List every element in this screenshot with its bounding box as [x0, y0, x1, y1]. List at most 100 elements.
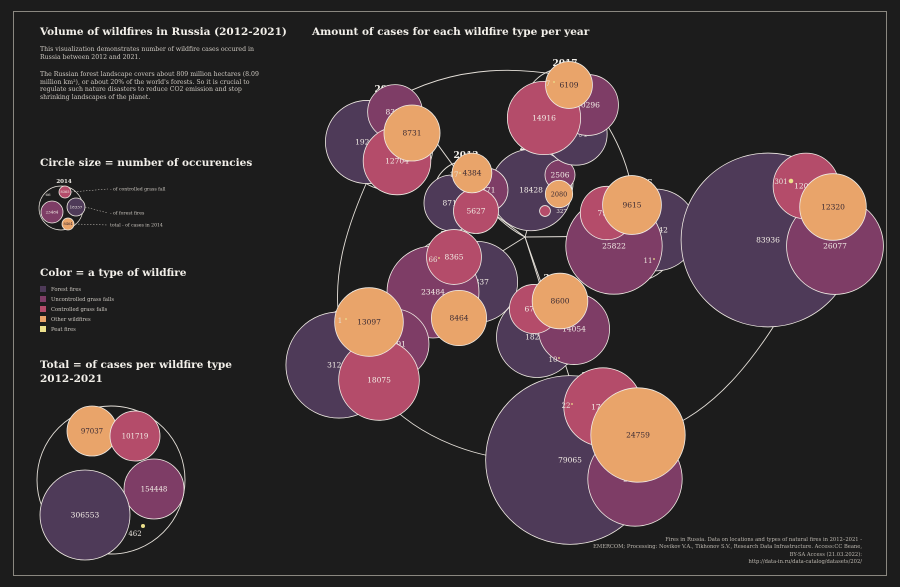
intro-paragraph-1: This visualization demonstrates number o… [40, 46, 254, 61]
legend-callout-line [84, 206, 109, 214]
bubble-other-wildfires [544, 179, 574, 209]
connector-line [337, 174, 371, 311]
legend-bubble-other [61, 217, 75, 231]
year-group-2018: 2018192168323127048731 [325, 84, 441, 196]
legend-peat-label: 66 [45, 192, 51, 197]
legend-swatch [40, 306, 46, 312]
legend-item-controlled: Controlled grass falls [40, 306, 107, 313]
peat-value-label: 10 [549, 356, 558, 364]
bubble-peat-fires [558, 357, 560, 359]
color-legend-title: Color = a type of wildfire [40, 267, 187, 279]
total-peat-label: 462 [128, 530, 141, 538]
bubble-controlled-grass-falls-label: 14916 [532, 114, 556, 123]
total-bubble-forest-fires [39, 469, 131, 561]
legend-label: Uncontrolled grass falls [51, 297, 114, 303]
bubble-peat-fires [459, 172, 461, 174]
bubble-controlled-grass-falls-label: 8365 [444, 253, 463, 262]
bubble-other-wildfires [602, 175, 662, 235]
intro-paragraph-2: The Russian forest landscape covers abou… [40, 71, 259, 101]
bubble-peat-fires [438, 257, 440, 259]
peat-value-label: 66 [429, 256, 438, 264]
credits: Fires in Russia. Data on locations and t… [562, 537, 862, 566]
legend-swatch [40, 296, 46, 302]
bubble-peat-fires [788, 178, 794, 184]
bubble-other-wildfires-label: 13097 [357, 318, 381, 327]
year-group-2020: 20207906524759170712475922 [485, 367, 686, 545]
bubble-controlled-grass-falls-label: 12006 [794, 182, 818, 191]
size-legend-title: Circle size = number of occurencies [40, 157, 253, 169]
bubble-other-wildfires-label: 4384 [462, 169, 481, 178]
year-group-2021: 202183936260771200612320301 [680, 152, 884, 328]
frame-border [13, 11, 887, 576]
bubble-forest-fires-label: 83936 [756, 236, 780, 245]
bubble-uncontrolled-grass-falls-label: 26077 [823, 242, 847, 251]
totals-subtitle: 2012-2021 [40, 373, 103, 385]
credit-line: http://data-in.ru/data-catalog/datasets/… [748, 558, 862, 565]
legend-label: Forest fires [51, 287, 82, 293]
legend-callout-line [70, 188, 109, 193]
legend-bubble-uncontrolled-label: 23484 [46, 209, 59, 214]
peat-value-label: 17 [450, 171, 459, 179]
totals-title: Total = of cases per wildfire type [40, 359, 232, 371]
bubble-uncontrolled-grass-falls-label: 2506 [550, 171, 569, 180]
bubble-controlled-grass-falls [426, 229, 482, 285]
bubble-other-wildfires-label: 2080 [551, 190, 568, 198]
peat-value-label: 22 [562, 402, 571, 410]
legend-label: Other wildfires [51, 317, 91, 323]
bubble-other-wildfires-label: 8464 [449, 314, 468, 323]
legend-swatch [40, 286, 46, 292]
year-group-2014: 201418337234848365846466 [386, 229, 519, 346]
peat-value-label: 301 [774, 178, 787, 186]
connector-line [388, 69, 561, 103]
bubble-peat-fires [345, 318, 347, 320]
bubble-uncontrolled-grass-falls-label: 14054 [562, 325, 586, 334]
bubble-controlled-grass-falls [539, 205, 551, 217]
legend-bubble-uncontrolled [40, 200, 64, 224]
legend-bubble-controlled-label: 8365 [61, 190, 70, 194]
bubble-uncontrolled-grass-falls-label: 23484 [421, 288, 445, 297]
bubble-other-wildfires [383, 104, 441, 162]
bubble-uncontrolled-grass-falls-label: 5371 [476, 186, 495, 195]
total-bubble-controlled-grass-falls-label: 101719 [122, 432, 149, 440]
year-group-2019: 2019312981359118075130971 [285, 287, 430, 421]
bubble-other-wildfires [545, 61, 593, 109]
bubble-other-wildfires [531, 272, 589, 330]
peat-value-label: 7 [546, 80, 550, 88]
year-group-2013: 2013871953715627438417 [423, 151, 509, 234]
total-bubble-controlled-grass-falls [109, 410, 161, 462]
year-group-2017: 201710791102961491661097 [506, 59, 619, 166]
bubble-forest-fires-label: 31298 [327, 361, 351, 370]
legend-label: Controlled grass falls [51, 307, 108, 313]
bubble-forest-fires-label: 8719 [442, 199, 461, 208]
bubble-peat-fires [653, 258, 655, 260]
small-value-label: 327 [556, 209, 567, 215]
legend-year-label: 2014 [56, 179, 71, 185]
bubble-other-wildfires-label: 9615 [622, 201, 641, 210]
legend-callout-text: total - of cases in 2014 [110, 223, 163, 229]
year-group-2015: 201518221140546713860010 [496, 272, 610, 378]
bubble-other-wildfires-label: 6109 [559, 81, 578, 90]
bubble-other-wildfires [799, 173, 867, 241]
total-bubble-peat-fires [141, 524, 145, 528]
total-bubble-uncontrolled-grass-falls [123, 458, 185, 520]
main-chart-title: Amount of cases for each wildfire type p… [312, 26, 590, 38]
totals-outline [36, 405, 186, 555]
legend-swatch [40, 326, 46, 332]
bubble-other-wildfires-label: 24759 [626, 431, 650, 440]
bubble-other-wildfires-label: 12320 [821, 203, 845, 212]
legend-callout-text: - of controlled grass fall [110, 187, 166, 193]
bubble-other-wildfires-label: 8731 [402, 129, 421, 138]
legend-label: Peat fires [51, 327, 76, 333]
bubble-uncontrolled-grass-falls-label: 25822 [602, 242, 626, 251]
bubble-other-wildfires-label: 8600 [550, 297, 569, 306]
credit-line: EMERCOM; Processing: Novikov V.A., Tikho… [593, 544, 862, 551]
legend-callout-text: - of forest fires [110, 211, 145, 217]
bubble-forest-fires-label: 18428 [519, 186, 543, 195]
credit-line: BY-SA Access (21.03.2022): [789, 551, 862, 558]
legend-bubble-other-label: 8464 [64, 222, 74, 226]
bubble-other-wildfires [590, 387, 686, 483]
legend-item-peat: Peat fires [40, 326, 76, 333]
peat-value-label: 11 [644, 257, 653, 265]
bubble-peat-fires [571, 403, 573, 405]
total-bubble-forest-fires-label: 306553 [71, 511, 100, 520]
